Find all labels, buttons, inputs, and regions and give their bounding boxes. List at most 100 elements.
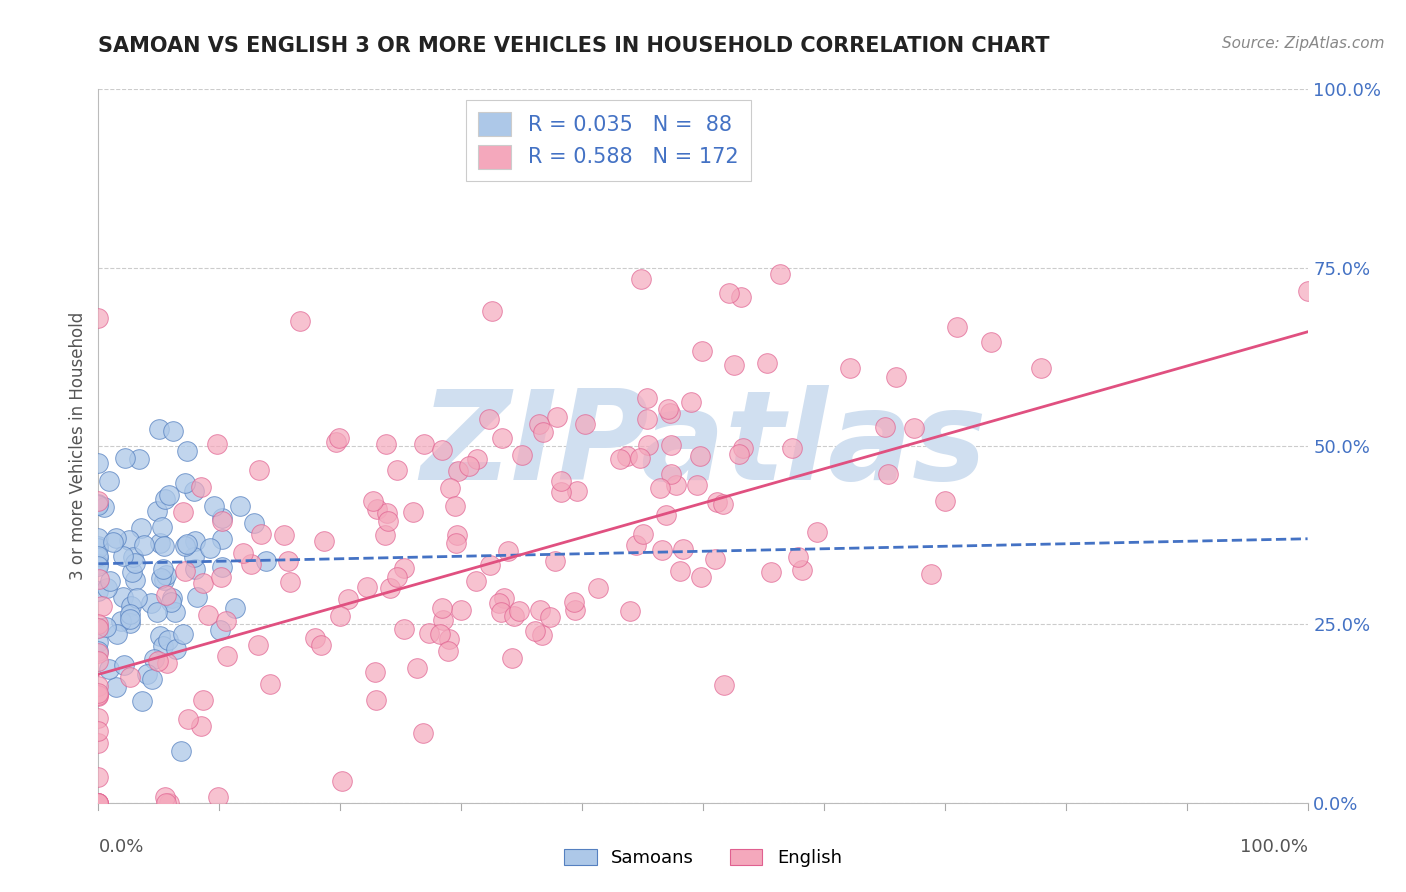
Point	[920, 566, 942, 581]
Point	[160, 591, 183, 605]
Point	[191, 575, 214, 590]
Point	[538, 610, 561, 624]
Point	[118, 533, 141, 548]
Point	[184, 562, 207, 576]
Point	[254, 553, 277, 567]
Point	[191, 693, 214, 707]
Point	[1296, 284, 1319, 298]
Point	[685, 478, 707, 492]
Point	[89, 572, 111, 586]
Point	[152, 639, 174, 653]
Point	[636, 412, 658, 426]
Point	[165, 642, 187, 657]
Point	[278, 574, 301, 589]
Point	[330, 774, 353, 789]
Point	[217, 648, 239, 663]
Point	[87, 532, 110, 546]
Point	[446, 464, 468, 478]
Point	[112, 590, 135, 604]
Point	[183, 533, 205, 548]
Point	[624, 538, 647, 552]
Point	[616, 449, 638, 463]
Point	[110, 614, 132, 628]
Point	[124, 574, 146, 588]
Point	[177, 712, 200, 726]
Point	[562, 595, 585, 609]
Point	[153, 789, 176, 804]
Point	[496, 543, 519, 558]
Point	[329, 609, 352, 624]
Point	[458, 459, 481, 474]
Point	[713, 678, 735, 692]
Point	[444, 499, 467, 513]
Point	[780, 442, 803, 456]
Point	[183, 550, 205, 565]
Point	[586, 581, 609, 595]
Point	[87, 644, 110, 658]
Point	[87, 621, 110, 635]
Point	[903, 420, 925, 434]
Point	[312, 534, 335, 549]
Point	[139, 596, 162, 610]
Point	[637, 438, 659, 452]
Point	[412, 437, 434, 451]
Point	[105, 531, 128, 545]
Point	[325, 434, 347, 449]
Point	[152, 562, 174, 576]
Point	[200, 541, 222, 555]
Point	[93, 500, 115, 514]
Point	[214, 614, 236, 628]
Point	[787, 550, 810, 565]
Point	[364, 665, 387, 679]
Point	[574, 417, 596, 431]
Point	[91, 599, 114, 613]
Point	[444, 536, 467, 550]
Point	[361, 494, 384, 508]
Point	[125, 591, 148, 605]
Point	[690, 570, 713, 584]
Point	[501, 651, 523, 665]
Point	[405, 661, 427, 675]
Point	[385, 463, 408, 477]
Point	[432, 442, 454, 457]
Point	[173, 564, 195, 578]
Point	[761, 566, 783, 580]
Point	[121, 599, 143, 614]
Point	[87, 796, 110, 810]
Point	[87, 710, 110, 724]
Point	[692, 344, 714, 359]
Point	[176, 444, 198, 458]
Point	[544, 553, 567, 567]
Point	[934, 494, 956, 508]
Point	[531, 628, 554, 642]
Point	[224, 600, 246, 615]
Point	[149, 571, 172, 585]
Point	[288, 314, 311, 328]
Point	[114, 450, 136, 465]
Point	[429, 627, 451, 641]
Point	[730, 290, 752, 304]
Point	[146, 654, 169, 668]
Y-axis label: 3 or more Vehicles in Household: 3 or more Vehicles in Household	[69, 312, 87, 580]
Point	[128, 452, 150, 467]
Point	[107, 627, 129, 641]
Point	[211, 514, 233, 528]
Point	[875, 419, 897, 434]
Point	[243, 516, 266, 530]
Point	[336, 592, 359, 607]
Point	[723, 358, 745, 372]
Point	[87, 688, 110, 702]
Text: SAMOAN VS ENGLISH 3 OR MORE VEHICLES IN HOUSEHOLD CORRELATION CHART: SAMOAN VS ENGLISH 3 OR MORE VEHICLES IN …	[98, 36, 1050, 55]
Point	[87, 736, 110, 750]
Legend: R = 0.035   N =  88, R = 0.588   N = 172: R = 0.035 N = 88, R = 0.588 N = 172	[465, 100, 751, 181]
Point	[250, 527, 273, 541]
Point	[439, 481, 461, 495]
Point	[546, 409, 568, 424]
Point	[87, 686, 110, 700]
Point	[152, 573, 174, 587]
Point	[491, 605, 513, 619]
Point	[366, 502, 388, 516]
Point	[679, 395, 702, 409]
Point	[211, 511, 233, 525]
Point	[806, 524, 828, 539]
